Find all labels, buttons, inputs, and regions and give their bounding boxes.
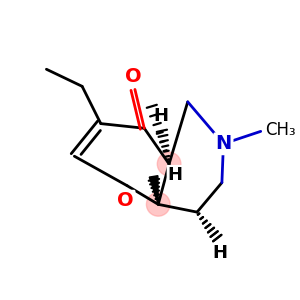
Text: O: O: [117, 191, 134, 210]
Text: H: H: [213, 244, 228, 262]
Circle shape: [146, 193, 170, 216]
Text: O: O: [125, 67, 142, 86]
Polygon shape: [149, 176, 158, 204]
Text: N: N: [215, 134, 232, 153]
Text: H: H: [154, 106, 169, 124]
Text: H: H: [167, 166, 182, 184]
Text: CH₃: CH₃: [266, 121, 296, 139]
Circle shape: [157, 152, 181, 176]
